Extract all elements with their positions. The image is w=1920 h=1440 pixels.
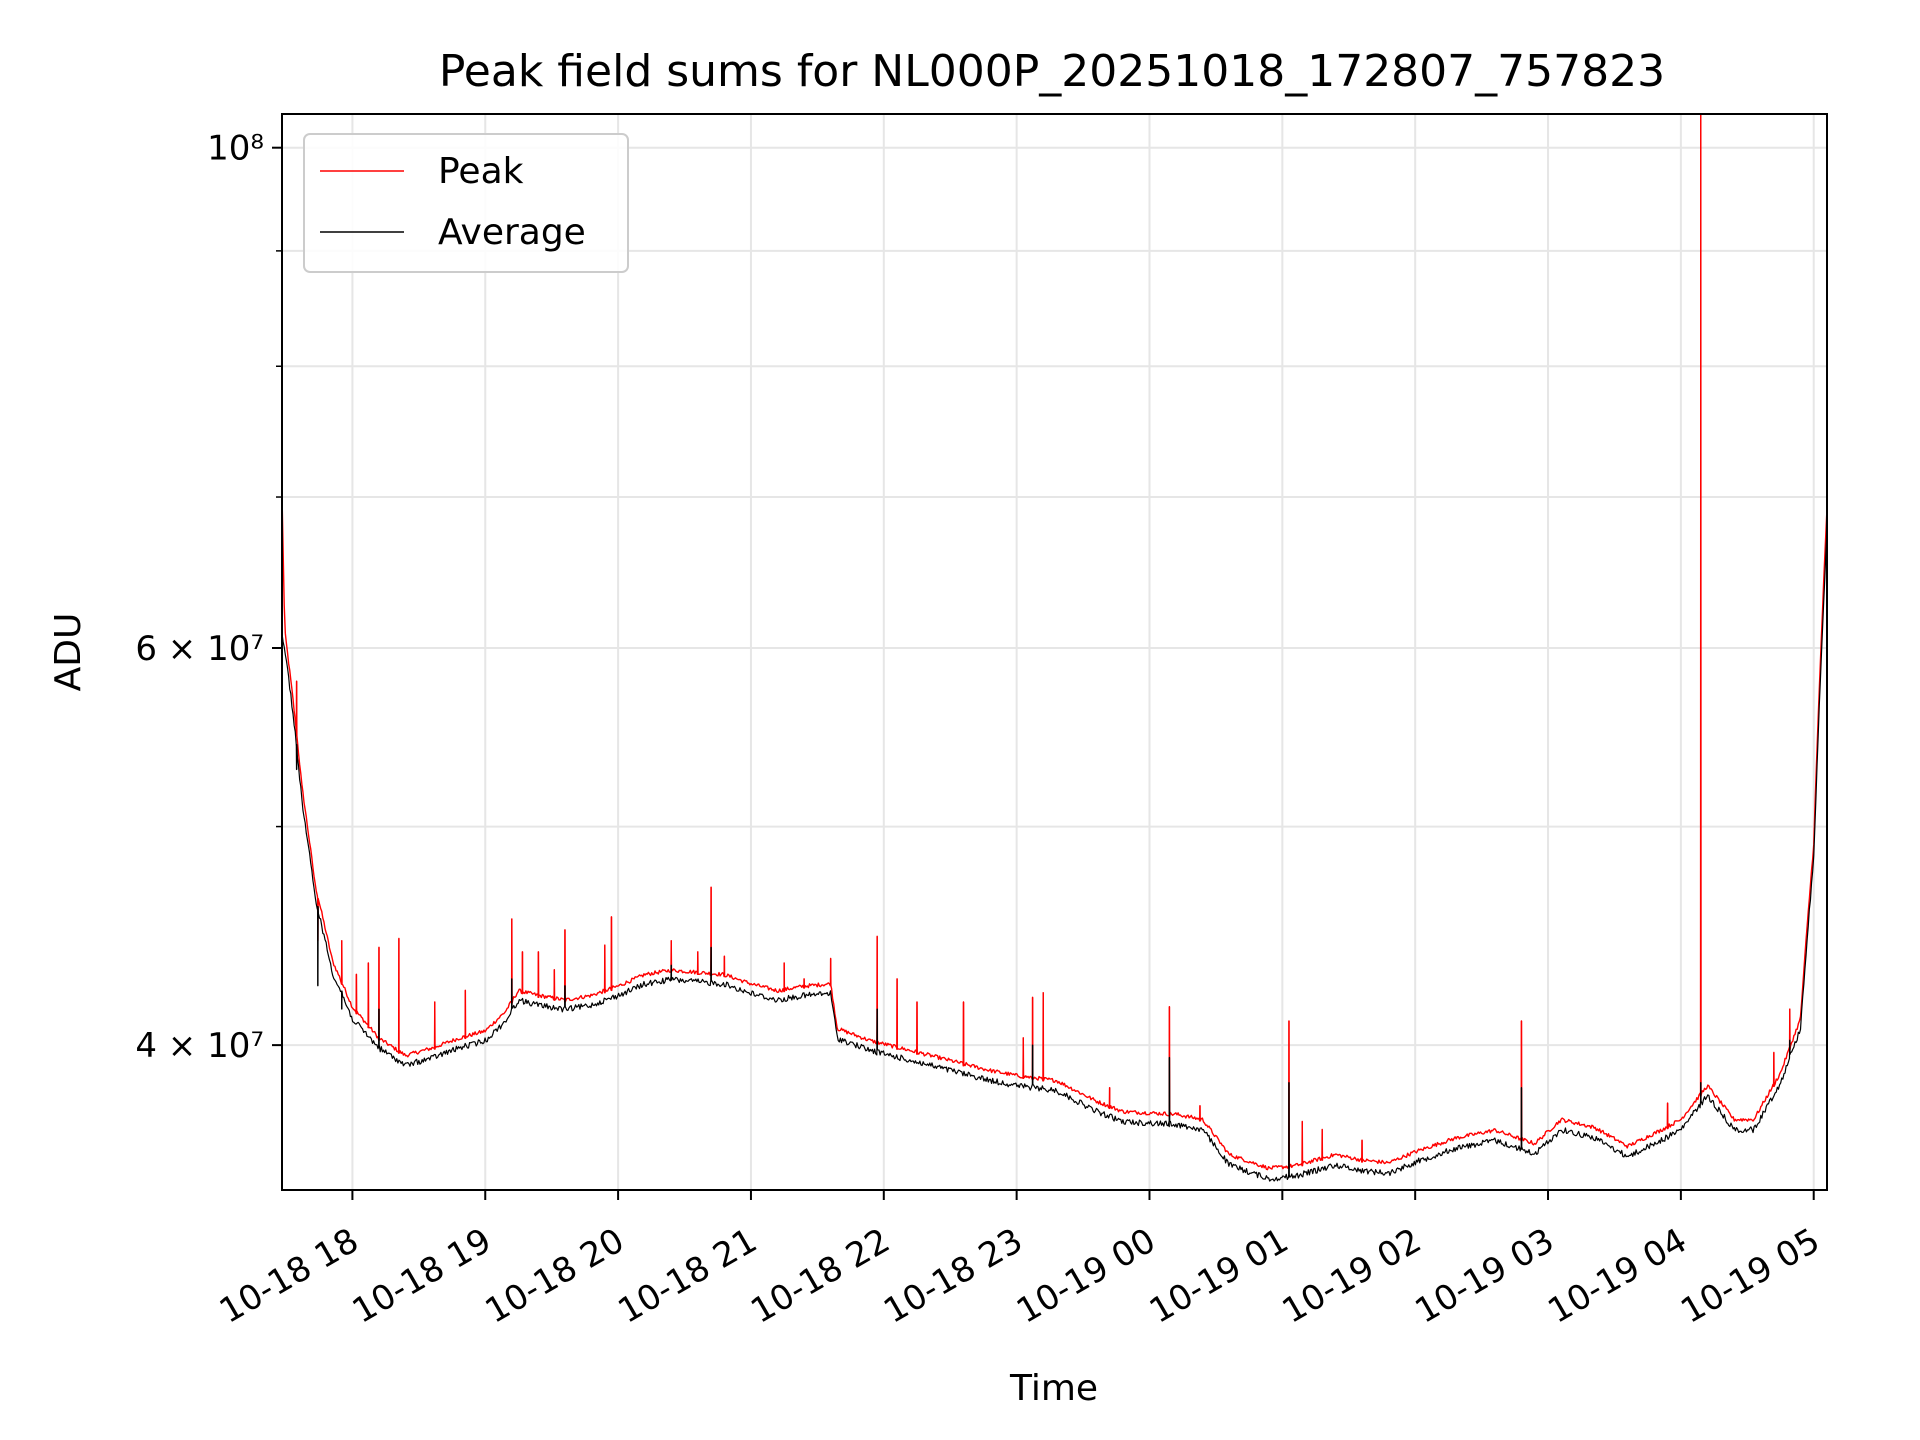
chart-title: Peak field sums for NL000P_20251018_1728…: [439, 46, 1665, 97]
legend: Peak Average: [303, 133, 629, 273]
plot-frame: [281, 113, 1828, 1191]
y-axis-label: ADU: [48, 613, 89, 692]
y-tick-label: 6 × 10⁷: [135, 629, 264, 669]
y-axis: 4 × 10⁷ 6 × 10⁷ 10⁸: [135, 129, 282, 1066]
legend-label-average: Average: [438, 212, 586, 253]
legend-label-peak: Peak: [438, 151, 524, 192]
grid: [282, 114, 1827, 1190]
series-line-peak: [282, 114, 1827, 1171]
x-axis-label: Time: [1009, 1368, 1098, 1409]
legend-box: [303, 133, 629, 273]
series-line-average: [282, 528, 1827, 1182]
plot-data: [282, 114, 1827, 1182]
y-tick-label: 10⁸: [207, 129, 264, 169]
y-tick-label: 4 × 10⁷: [135, 1026, 264, 1066]
